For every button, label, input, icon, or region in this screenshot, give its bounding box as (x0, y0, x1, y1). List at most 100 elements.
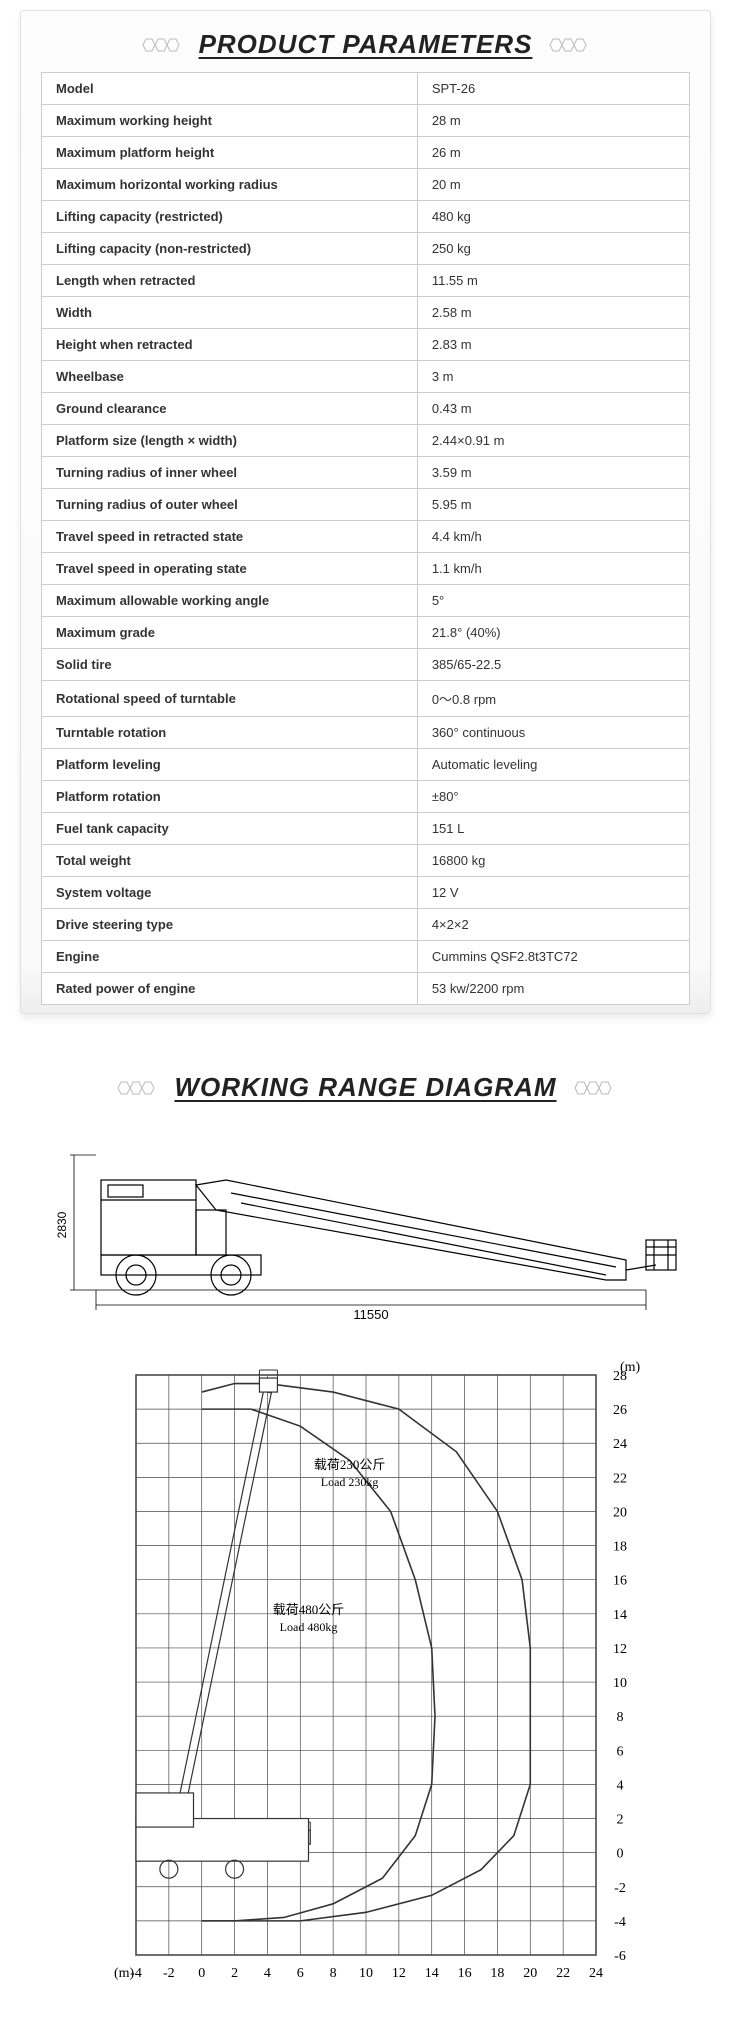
spec-label: Total weight (42, 845, 418, 877)
spec-value: 0.43 m (417, 393, 689, 425)
side-elevation-drawing: 11550 2830 (46, 1125, 686, 1325)
svg-text:-2: -2 (163, 1966, 175, 1981)
working-range-chart: 载荷230公斤Load 230kg载荷480公斤Load 480kg(m)-4-… (86, 1355, 646, 1995)
svg-text:Load 480kg: Load 480kg (279, 1620, 337, 1634)
table-row: Rated power of engine53 kw/2200 rpm (42, 973, 690, 1005)
spec-label: Ground clearance (42, 393, 418, 425)
spec-value: 28 m (417, 105, 689, 137)
table-row: Width2.58 m (42, 297, 690, 329)
spec-value: 26 m (417, 137, 689, 169)
spec-label: Engine (42, 941, 418, 973)
spec-label: System voltage (42, 877, 418, 909)
svg-text:10: 10 (359, 1966, 373, 1981)
table-row: Wheelbase3 m (42, 361, 690, 393)
table-row: Rotational speed of turntable0～0.8 rpm (42, 681, 690, 717)
spec-label: Travel speed in retracted state (42, 521, 418, 553)
table-row: Travel speed in operating state1.1 km/h (42, 553, 690, 585)
spec-label: Wheelbase (42, 361, 418, 393)
svg-text:2: 2 (616, 1813, 623, 1828)
spec-label: Rated power of engine (42, 973, 418, 1005)
spec-label: Fuel tank capacity (42, 813, 418, 845)
spec-label: Lifting capacity (non-restricted) (42, 233, 418, 265)
svg-text:20: 20 (523, 1966, 537, 1981)
table-row: Ground clearance0.43 m (42, 393, 690, 425)
svg-text:-4: -4 (130, 1966, 142, 1981)
table-row: Turning radius of outer wheel5.95 m (42, 489, 690, 521)
parameters-title: PRODUCT PARAMETERS (199, 29, 533, 60)
svg-text:14: 14 (424, 1966, 438, 1981)
table-row: Turning radius of inner wheel3.59 m (42, 457, 690, 489)
spec-value: 3 m (417, 361, 689, 393)
spec-label: Width (42, 297, 418, 329)
table-row: Maximum working height28 m (42, 105, 690, 137)
spec-label: Model (42, 73, 418, 105)
length-dim-label: 11550 (353, 1307, 388, 1322)
svg-text:-4: -4 (614, 1915, 626, 1930)
svg-text:6: 6 (616, 1744, 623, 1759)
spec-value: 2.58 m (417, 297, 689, 329)
table-row: Height when retracted2.83 m (42, 329, 690, 361)
table-row: Lifting capacity (restricted)480 kg (42, 201, 690, 233)
svg-text:8: 8 (329, 1966, 336, 1981)
table-row: Drive steering type4×2×2 (42, 909, 690, 941)
spec-value: 250 kg (417, 233, 689, 265)
svg-text:10: 10 (613, 1676, 627, 1691)
spec-label: Platform leveling (42, 749, 418, 781)
table-row: Fuel tank capacity151 L (42, 813, 690, 845)
spec-value: 3.59 m (417, 457, 689, 489)
spec-value: 12 V (417, 877, 689, 909)
svg-text:28: 28 (613, 1369, 627, 1384)
svg-text:22: 22 (556, 1966, 570, 1981)
spec-value: 5.95 m (417, 489, 689, 521)
spec-value: 151 L (417, 813, 689, 845)
svg-text:0: 0 (616, 1847, 623, 1862)
svg-text:26: 26 (613, 1403, 627, 1418)
svg-text:8: 8 (616, 1710, 623, 1725)
spec-label: Drive steering type (42, 909, 418, 941)
svg-text:0: 0 (198, 1966, 205, 1981)
spec-value: 21.8° (40%) (417, 617, 689, 649)
table-row: Total weight16800 kg (42, 845, 690, 877)
svg-text:4: 4 (263, 1966, 270, 1981)
spec-value: 385/65-22.5 (417, 649, 689, 681)
hex-decoration-left (112, 1078, 162, 1098)
spec-value: 53 kw/2200 rpm (417, 973, 689, 1005)
svg-text:16: 16 (457, 1966, 471, 1981)
diagram-title: WORKING RANGE DIAGRAM (174, 1072, 556, 1103)
table-row: Travel speed in retracted state4.4 km/h (42, 521, 690, 553)
diagram-section: WORKING RANGE DIAGRAM (20, 1044, 711, 2025)
table-row: ModelSPT-26 (42, 73, 690, 105)
parameters-panel: PRODUCT PARAMETERS ModelSPT-26Maximum wo… (20, 10, 711, 1014)
table-row: Maximum grade21.8° (40%) (42, 617, 690, 649)
spec-value: 1.1 km/h (417, 553, 689, 585)
spec-value: Cummins QSF2.8t3TC72 (417, 941, 689, 973)
svg-text:载荷480公斤: 载荷480公斤 (272, 1602, 344, 1617)
svg-text:14: 14 (613, 1608, 627, 1623)
table-row: Turntable rotation360° continuous (42, 717, 690, 749)
table-row: Platform size (length × width)2.44×0.91 … (42, 425, 690, 457)
table-row: EngineCummins QSF2.8t3TC72 (42, 941, 690, 973)
spec-value: 4×2×2 (417, 909, 689, 941)
svg-text:12: 12 (613, 1642, 627, 1657)
spec-label: Maximum allowable working angle (42, 585, 418, 617)
svg-text:22: 22 (613, 1471, 627, 1486)
hex-decoration-left (137, 35, 187, 55)
spec-value: 4.4 km/h (417, 521, 689, 553)
spec-label: Maximum horizontal working radius (42, 169, 418, 201)
spec-value: 5° (417, 585, 689, 617)
spec-label: Turning radius of outer wheel (42, 489, 418, 521)
spec-label: Platform size (length × width) (42, 425, 418, 457)
svg-text:16: 16 (613, 1574, 627, 1589)
spec-label: Height when retracted (42, 329, 418, 361)
table-row: Lifting capacity (non-restricted)250 kg (42, 233, 690, 265)
spec-label: Maximum grade (42, 617, 418, 649)
spec-value: 16800 kg (417, 845, 689, 877)
table-row: Maximum platform height26 m (42, 137, 690, 169)
spec-value: 0～0.8 rpm (417, 681, 689, 717)
spec-value: 20 m (417, 169, 689, 201)
svg-text:20: 20 (613, 1505, 627, 1520)
spec-label: Length when retracted (42, 265, 418, 297)
spec-label: Maximum platform height (42, 137, 418, 169)
spec-label: Turning radius of inner wheel (42, 457, 418, 489)
spec-value: 11.55 m (417, 265, 689, 297)
